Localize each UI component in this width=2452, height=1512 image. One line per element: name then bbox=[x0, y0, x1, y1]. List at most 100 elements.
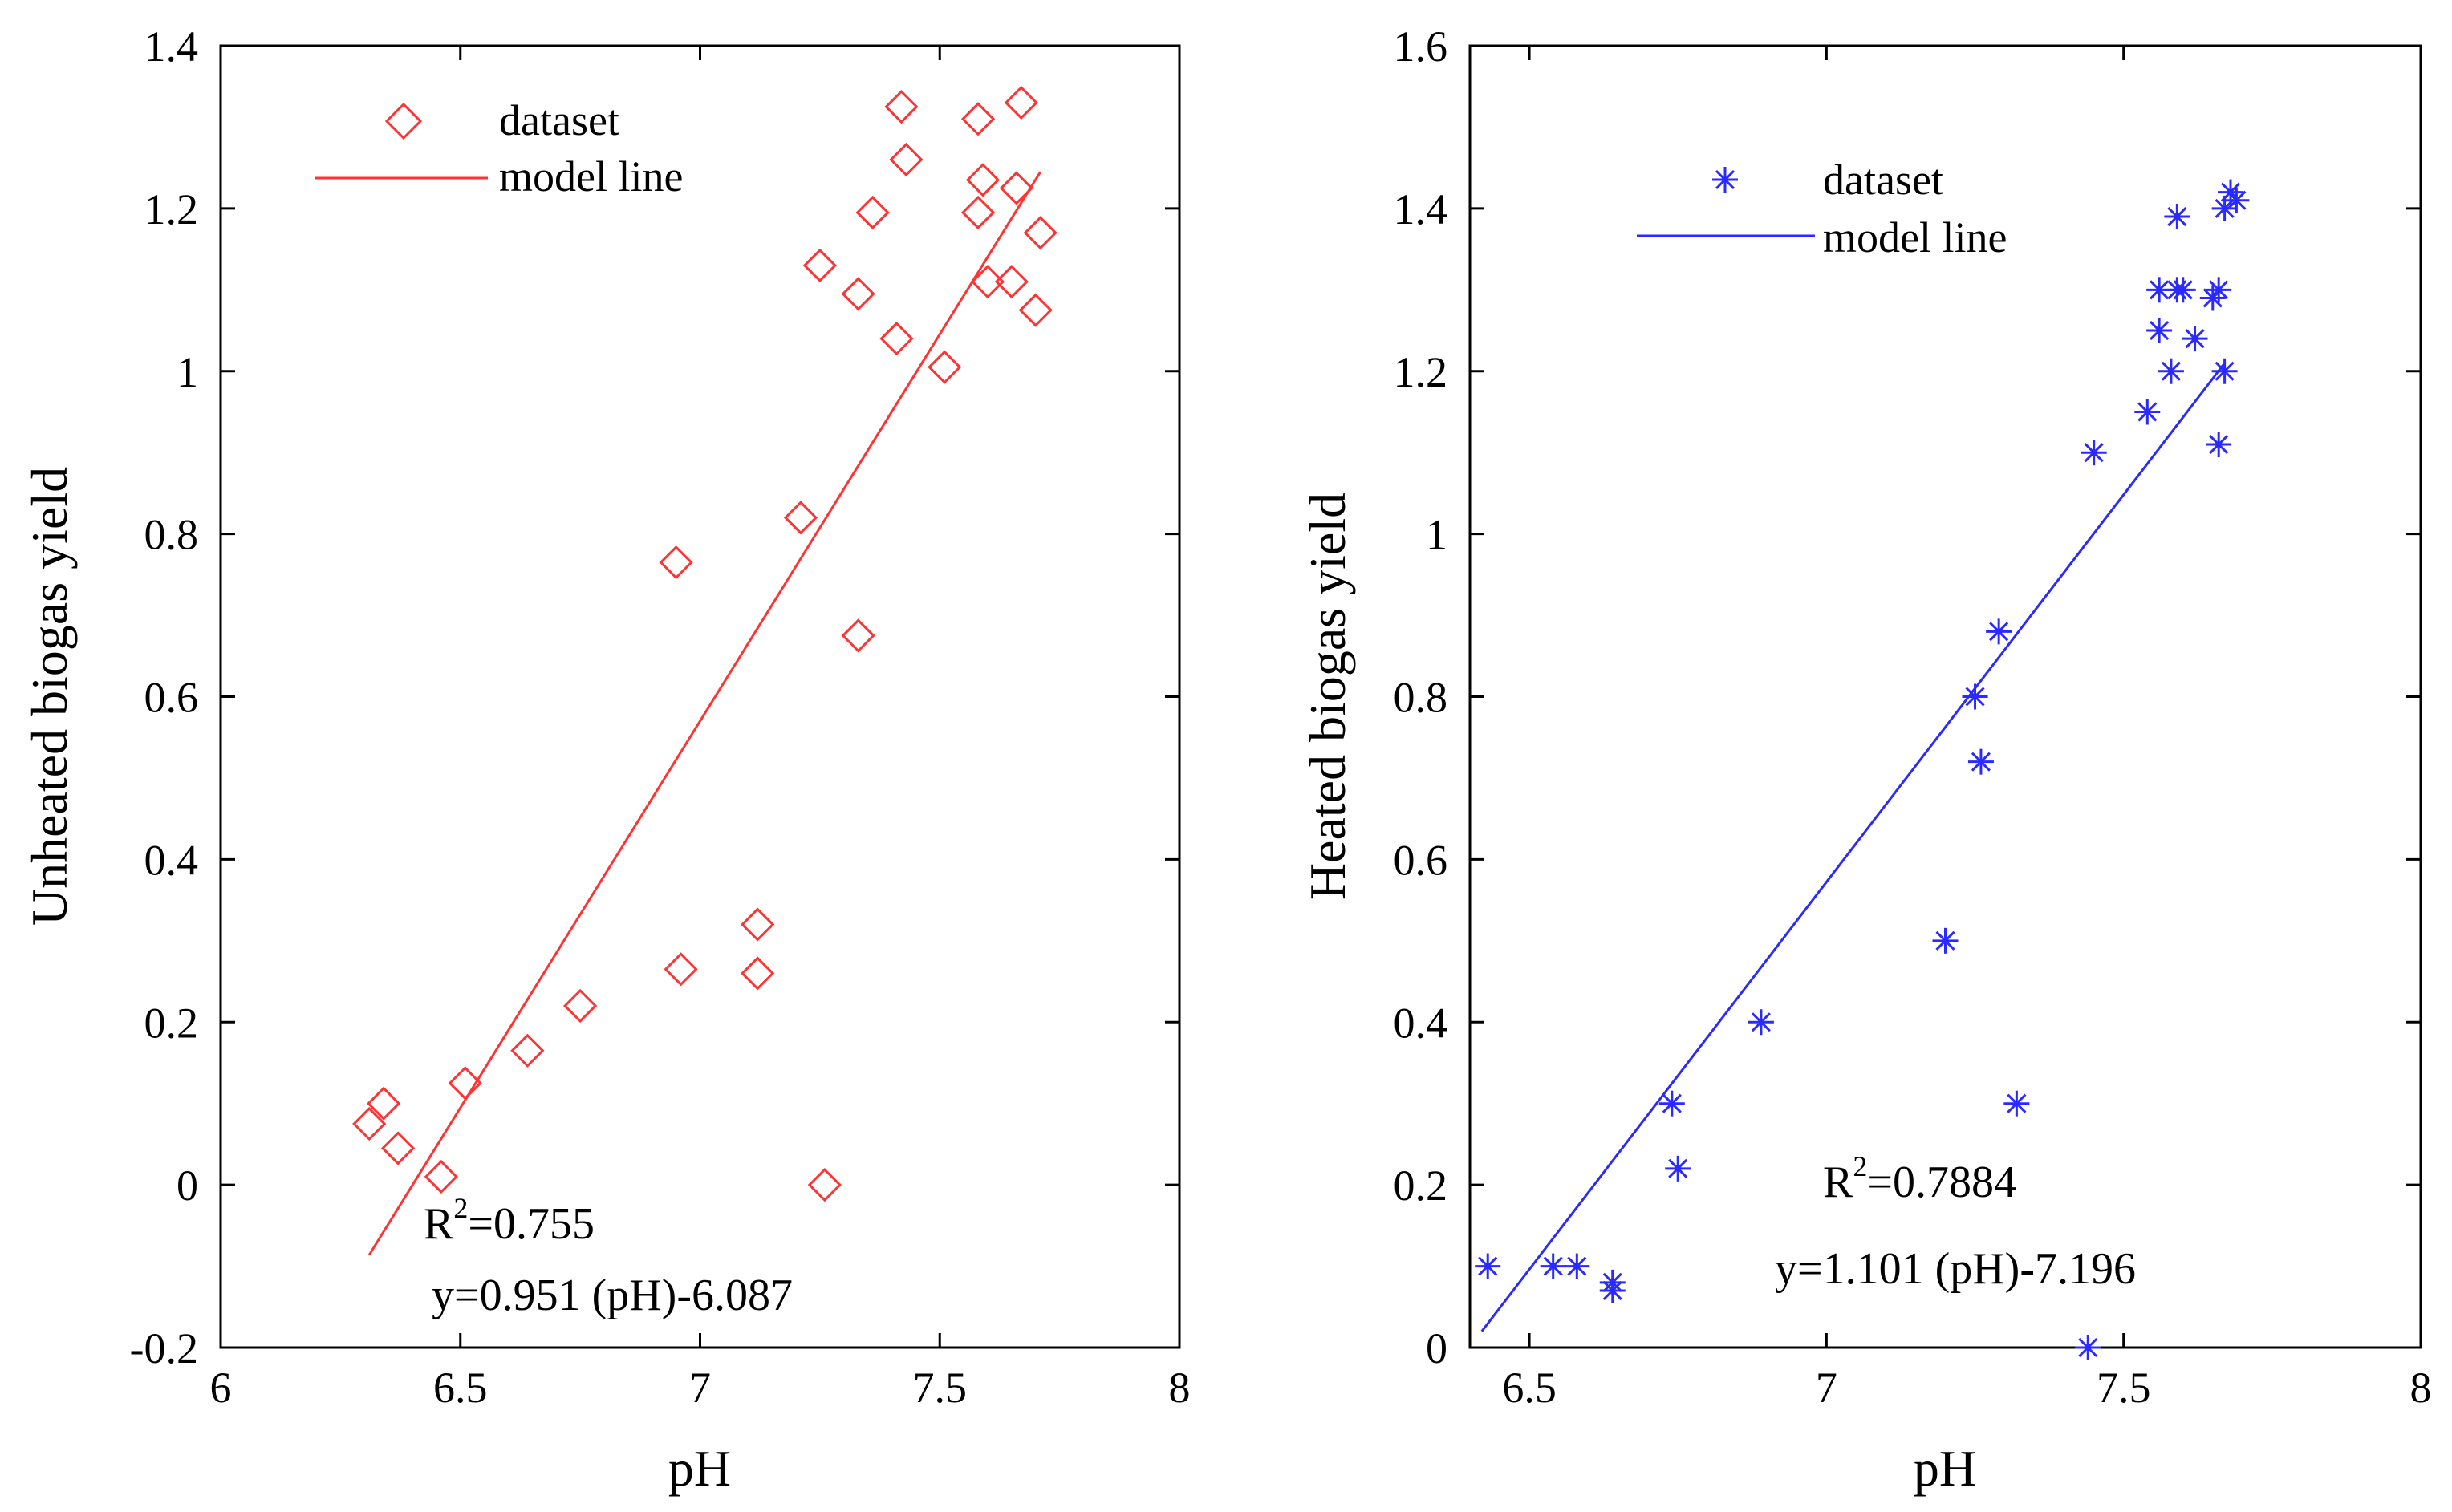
left-r2-value: =0.755 bbox=[468, 1199, 595, 1249]
right-data-point bbox=[1564, 1253, 1590, 1279]
left-data-point bbox=[928, 350, 962, 384]
right-data-point bbox=[1967, 748, 1994, 775]
left-data-point bbox=[1023, 216, 1058, 250]
right-data-point bbox=[2081, 440, 2107, 466]
right-r2-superscript: 2 bbox=[1853, 1150, 1867, 1182]
right-legend-dataset-marker bbox=[1712, 167, 1738, 193]
right-y-tick-label: 0.8 bbox=[1394, 674, 1448, 722]
right-model-line-group bbox=[1480, 362, 2226, 1332]
left-data-point bbox=[841, 277, 875, 311]
left-data-point bbox=[960, 102, 996, 136]
left-data-point bbox=[659, 545, 693, 580]
left-data-point bbox=[884, 89, 919, 124]
right-y-axis-title: Heated biogas yield bbox=[1299, 493, 1356, 900]
right-model-line bbox=[1480, 362, 2226, 1332]
left-legend-dataset-marker bbox=[384, 102, 423, 140]
right-legend-dataset-label: dataset bbox=[1823, 156, 1943, 204]
left-data-point bbox=[994, 265, 1029, 299]
right-equation-annotation: y=1.101 (pH)-7.196 bbox=[1775, 1244, 2136, 1294]
left-data-point bbox=[965, 163, 1001, 197]
left-model-line bbox=[367, 171, 1042, 1256]
right-axis-ticks: 6.5 7 7.5 8 0 0.2 0.4 0.6 0.8 1 1.2 1.4 1.6 bbox=[1394, 22, 2432, 1412]
right-x-axis-title: pH bbox=[1914, 1440, 1976, 1497]
left-x-tick-label: 7 bbox=[689, 1364, 711, 1412]
left-data-point bbox=[664, 952, 698, 987]
left-data-point bbox=[510, 1033, 545, 1068]
right-y-tick-label: 1.2 bbox=[1394, 348, 1448, 396]
left-y-tick-label: 1 bbox=[177, 348, 198, 396]
left-legend-dataset-label: dataset bbox=[499, 96, 619, 144]
left-legend-model-line-label: model line bbox=[499, 152, 683, 201]
left-legend: dataset model line bbox=[315, 96, 683, 201]
right-data-point bbox=[1540, 1253, 1566, 1279]
right-data-point bbox=[1986, 618, 2012, 645]
right-r-squared-annotation: R2=0.7884 bbox=[1823, 1150, 2016, 1207]
left-data-point bbox=[424, 1159, 458, 1194]
left-data-point bbox=[841, 618, 875, 653]
right-data-point bbox=[2206, 432, 2232, 458]
left-data-point bbox=[960, 195, 996, 230]
left-y-tick-label: 0.6 bbox=[144, 674, 199, 722]
left-data-point bbox=[563, 988, 598, 1024]
left-equation-annotation: y=0.951 (pH)-6.087 bbox=[432, 1271, 793, 1320]
left-y-tick-label: 0.4 bbox=[144, 836, 199, 884]
right-data-point bbox=[2003, 1090, 2030, 1117]
left-data-point bbox=[1004, 85, 1038, 120]
left-y-tick-label: 1.2 bbox=[144, 185, 199, 233]
left-data-point bbox=[741, 907, 775, 942]
right-x-tick-label: 8 bbox=[2410, 1364, 2432, 1412]
right-data-point bbox=[1665, 1155, 1691, 1182]
left-model-line-group bbox=[367, 171, 1042, 1256]
right-data-points bbox=[1475, 179, 2250, 1360]
left-y-tick-label: 0.8 bbox=[144, 511, 199, 559]
right-data-point bbox=[2223, 187, 2250, 213]
right-chart-panel: 6.5 7 7.5 8 0 0.2 0.4 0.6 0.8 1 1.2 1.4 1.6 dataset … bbox=[1299, 22, 2432, 1497]
left-data-point bbox=[448, 1066, 482, 1101]
left-data-point bbox=[1018, 293, 1053, 327]
left-data-points bbox=[352, 85, 1058, 1202]
right-x-tick-label: 7 bbox=[1816, 1364, 1837, 1412]
right-y-tick-label: 0.2 bbox=[1394, 1161, 1448, 1210]
right-data-point bbox=[1962, 683, 1988, 710]
right-y-tick-label: 1.6 bbox=[1394, 22, 1448, 71]
right-y-tick-label: 0 bbox=[1426, 1324, 1447, 1372]
left-y-tick-label: -0.2 bbox=[130, 1324, 198, 1372]
left-x-tick-label: 8 bbox=[1169, 1364, 1191, 1412]
right-data-point bbox=[2158, 358, 2184, 384]
left-data-point bbox=[889, 142, 924, 177]
left-data-point bbox=[879, 322, 914, 356]
right-data-point bbox=[1475, 1253, 1501, 1279]
left-r2-superscript: 2 bbox=[453, 1192, 468, 1224]
right-legend: dataset model line bbox=[1637, 156, 2007, 261]
right-y-tick-label: 1 bbox=[1426, 511, 1447, 559]
left-r-squared-annotation: R2=0.755 bbox=[424, 1192, 595, 1249]
left-axis-ticks: 6 6.5 7 7.5 8 -0.2 0 0.2 0.4 0.6 0.8 1 1.2 1.4 bbox=[130, 22, 1191, 1412]
left-data-point bbox=[970, 265, 1005, 299]
right-data-point bbox=[1658, 1090, 1685, 1117]
left-y-tick-label: 0 bbox=[177, 1161, 198, 1210]
right-data-point bbox=[2211, 358, 2238, 384]
right-r2-base: R bbox=[1823, 1157, 1853, 1207]
right-data-point bbox=[2182, 326, 2208, 352]
left-x-tick-label: 6.5 bbox=[433, 1364, 488, 1412]
left-r2-base: R bbox=[424, 1199, 454, 1249]
right-data-point bbox=[1599, 1277, 1626, 1303]
right-y-tick-label: 0.6 bbox=[1394, 836, 1448, 884]
left-chart-panel: 6 6.5 7 7.5 8 -0.2 0 0.2 0.4 0.6 0.8 1 1.2 1.4 datase… bbox=[21, 22, 1191, 1497]
right-y-tick-label: 1.4 bbox=[1394, 185, 1448, 233]
right-data-point bbox=[2134, 399, 2161, 425]
left-data-point bbox=[352, 1106, 387, 1141]
left-data-point bbox=[807, 1168, 842, 1202]
left-plot-frame bbox=[219, 44, 1181, 1349]
right-data-point bbox=[2170, 277, 2196, 303]
left-x-tick-label: 6 bbox=[210, 1364, 232, 1412]
left-data-point bbox=[855, 195, 890, 230]
right-data-point bbox=[1748, 1009, 1774, 1036]
right-data-point bbox=[2075, 1335, 2101, 1360]
right-x-tick-label: 6.5 bbox=[1502, 1364, 1557, 1412]
left-data-point bbox=[380, 1131, 416, 1165]
right-x-tick-label: 7.5 bbox=[2097, 1364, 2151, 1412]
right-r2-value: =0.7884 bbox=[1867, 1157, 2016, 1207]
left-data-point bbox=[741, 956, 775, 991]
